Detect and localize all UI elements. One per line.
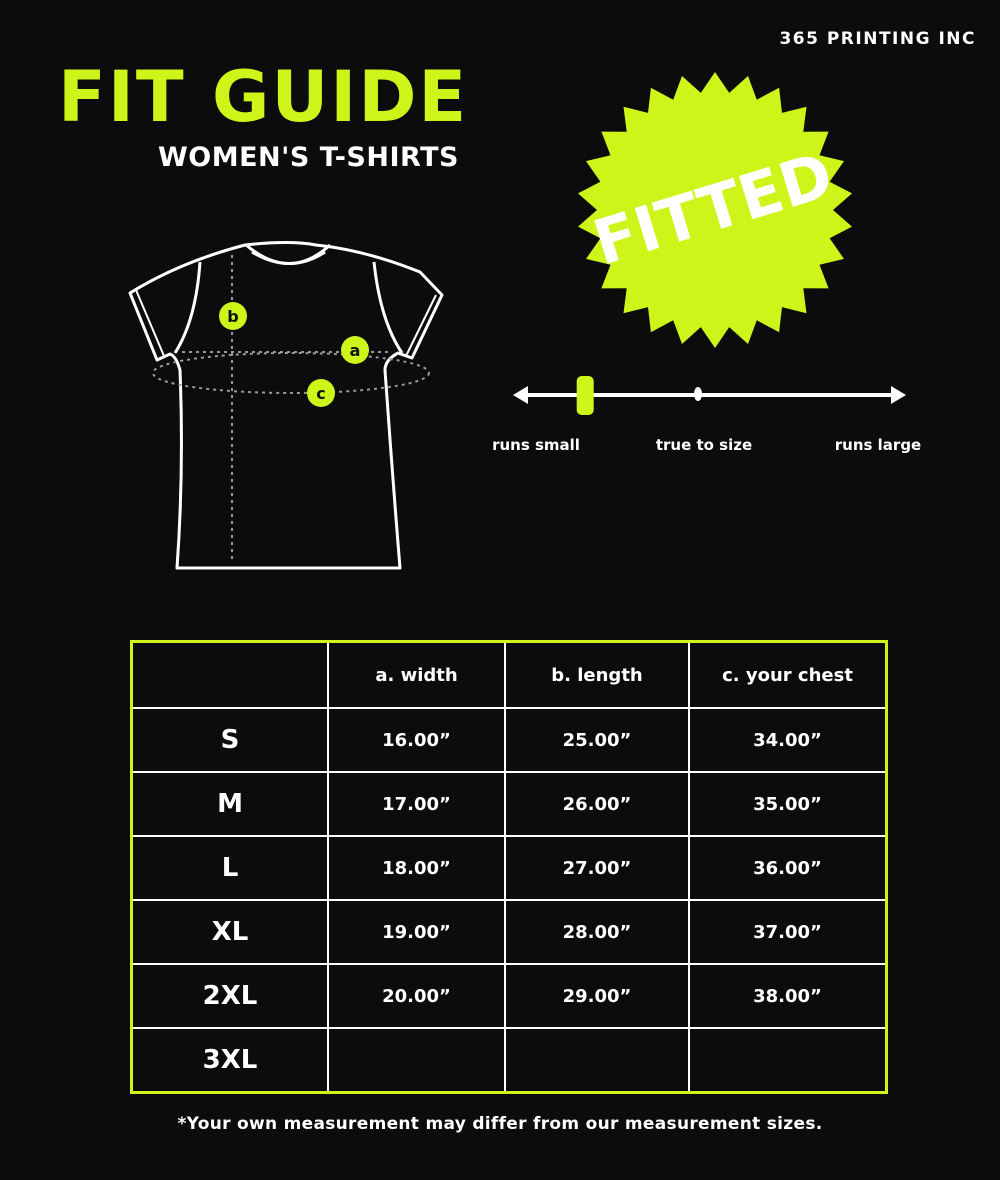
size-label: M [131,771,329,837]
svg-text:b: b [227,307,238,326]
table-cell: 28.00” [504,899,690,965]
size-table: a. width b. length c. your chest S 16.00” 25.… [130,640,888,1094]
table-cell: 35.00” [688,771,887,837]
table-cell [504,1027,690,1093]
page-subtitle: WOMEN'S T-SHIRTS [158,142,459,173]
table-cell: 18.00” [327,835,506,901]
table-cell: 36.00” [688,835,887,901]
table-cell: 37.00” [688,899,887,965]
marker-a: a [341,336,369,364]
table-cell: c. your chest [688,641,887,709]
table-cell: 19.00” [327,899,506,965]
table-cell: a. width [327,641,506,709]
table-cell [327,1027,506,1093]
fit-scale [513,376,906,415]
table-cell: 16.00” [327,707,506,773]
size-label: XL [131,899,329,965]
table-cell: 26.00” [504,771,690,837]
table-row: S 16.00” 25.00” 34.00” [131,707,887,773]
size-label: 2XL [131,963,329,1029]
brand-name: 365 PRINTING INC [779,29,976,49]
size-label: L [131,835,329,901]
arrow-right-icon [891,386,906,404]
table-row: 2XL 20.00” 29.00” 38.00” [131,963,887,1029]
scale-label-runs-large: runs large [834,436,922,454]
table-cell: 34.00” [688,707,887,773]
svg-text:c: c [316,384,325,403]
true-to-size-tick [694,387,702,401]
size-label: S [131,707,329,773]
scale-label-runs-small: runs small [492,436,580,454]
table-cell: 29.00” [504,963,690,1029]
marker-c: c [307,379,335,407]
tshirt-diagram [128,241,444,570]
arrow-left-icon [513,386,528,404]
table-cell: 17.00” [327,771,506,837]
table-cell: 25.00” [504,707,690,773]
table-row: XL 19.00” 28.00” 37.00” [131,899,887,965]
table-row: L 18.00” 27.00” 36.00” [131,835,887,901]
table-cell: 27.00” [504,835,690,901]
scale-label-true-to-size: true to size [655,436,753,454]
fit-position-marker [576,376,594,415]
table-corner-cell [131,641,329,709]
table-cell: 20.00” [327,963,506,1029]
table-row: M 17.00” 26.00” 35.00” [131,771,887,837]
svg-text:a: a [350,341,361,360]
table-row: 3XL [131,1027,887,1093]
table-cell [688,1027,887,1093]
table-cell: b. length [504,641,690,709]
table-cell: 38.00” [688,963,887,1029]
table-header-row: a. width b. length c. your chest [131,641,887,709]
footnote: *Your own measurement may differ from ou… [177,1114,823,1134]
size-label: 3XL [131,1027,329,1093]
marker-b: b [219,302,247,330]
fitted-badge-starburst [578,72,852,348]
page-title: FIT GUIDE [58,56,469,138]
illustration: FITTED a b c [128,72,906,570]
